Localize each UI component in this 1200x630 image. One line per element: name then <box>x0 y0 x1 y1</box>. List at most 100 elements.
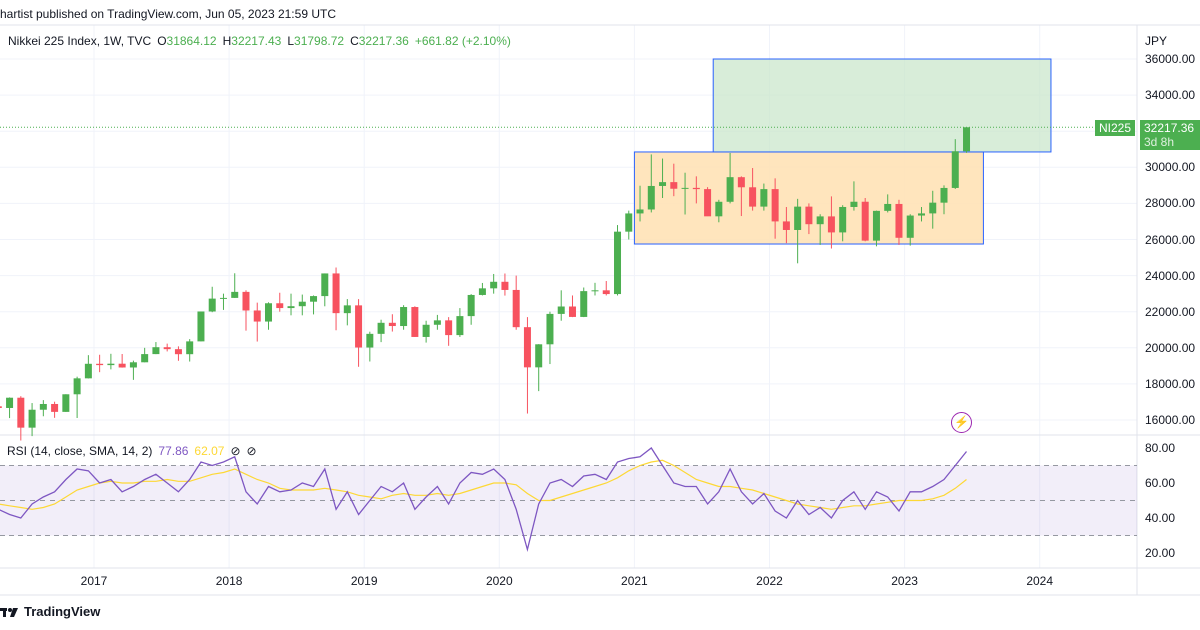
candle-body <box>0 406 2 408</box>
rsi-tick-label: 40.00 <box>1145 511 1176 525</box>
close-label: C <box>350 34 359 48</box>
target-box <box>712 58 1052 153</box>
candle-body <box>726 177 734 202</box>
candle-body <box>310 296 318 302</box>
candle-body <box>917 213 925 216</box>
candle-body <box>219 297 227 299</box>
candle-body <box>568 306 576 317</box>
candle-body <box>141 354 149 363</box>
candle-body <box>456 316 464 336</box>
lightning-icon[interactable]: ⚡ <box>951 412 972 433</box>
eye-off-icon[interactable]: ⊘ <box>246 444 257 458</box>
rsi-sma-value: 62.07 <box>194 444 225 458</box>
candle-body <box>647 185 655 210</box>
candle-body <box>152 347 160 355</box>
candle-body <box>51 403 59 412</box>
candle-body <box>906 215 914 238</box>
candle-body <box>39 403 47 410</box>
symbol-badge: NI225 <box>1095 120 1136 136</box>
candle-body <box>602 290 610 295</box>
candle-body <box>861 201 869 241</box>
candle-body <box>850 201 858 207</box>
price-tick-label: 26000.00 <box>1145 232 1196 247</box>
price-tick-label: 36000.00 <box>1145 52 1196 66</box>
rsi-tick-label: 80.00 <box>1145 441 1176 455</box>
candle-body <box>84 363 92 379</box>
price-tick-label: 28000.00 <box>1145 196 1196 211</box>
candle-body <box>265 303 273 322</box>
candle-body <box>692 187 700 190</box>
price-tick-label: 20000.00 <box>1145 340 1196 355</box>
candle-body <box>208 298 216 312</box>
candle-body <box>670 182 678 189</box>
candle-body <box>276 303 284 309</box>
time-tick-label: 2024 <box>1026 574 1054 588</box>
low-label: L <box>287 34 295 48</box>
candle-body <box>884 203 892 211</box>
brand-name: TradingView <box>24 604 101 619</box>
change-value: +661.82 (+2.10%) <box>414 34 511 48</box>
price-tick-label: 24000.00 <box>1145 268 1196 283</box>
candle-body <box>355 305 363 348</box>
rsi-tick-label: 60.00 <box>1145 476 1176 490</box>
candle-body <box>794 206 802 230</box>
tradingview-logo: TradingView <box>0 604 100 619</box>
candle-body <box>659 182 667 186</box>
candle-body <box>332 273 340 314</box>
open-label: O <box>157 34 167 48</box>
candle-body <box>388 322 396 327</box>
candle-body <box>546 313 554 345</box>
candle-body <box>422 324 430 337</box>
candle-body <box>816 216 824 225</box>
candle-body <box>186 341 194 355</box>
candle-body <box>760 189 768 207</box>
high-label: H <box>222 34 232 48</box>
candle-body <box>895 203 903 238</box>
candle-body <box>827 216 835 233</box>
candle-body <box>749 187 757 207</box>
candle-body <box>478 288 486 295</box>
candle-body <box>96 363 104 366</box>
published-note: hartist published on TradingView.com, Ju… <box>0 7 336 21</box>
candle-body <box>411 307 419 337</box>
price-tick-label: 16000.00 <box>1145 413 1196 427</box>
candle-body <box>490 281 498 289</box>
time-tick-label: 2018 <box>215 574 243 588</box>
candle-body <box>231 291 239 298</box>
tradingview-logo-icon <box>0 607 18 617</box>
close-value: 32217.36 <box>358 34 409 48</box>
candle-body <box>174 349 182 355</box>
time-tick-label: 2020 <box>485 574 513 588</box>
rsi-title[interactable]: RSI (14, close, SMA, 14, 2) <box>7 444 153 458</box>
candle-body <box>433 320 441 325</box>
candle-body <box>501 281 509 290</box>
candle-body <box>107 363 115 366</box>
low-value: 31798.72 <box>294 34 345 48</box>
eye-off-icon[interactable]: ⊘ <box>230 444 241 458</box>
candle-body <box>197 311 205 342</box>
candle-body <box>839 206 847 233</box>
candle-body <box>625 213 633 232</box>
symbol-title[interactable]: Nikkei 225 Index, 1W, TVC <box>8 34 152 48</box>
price-tick-label: 30000.00 <box>1145 160 1196 175</box>
candle-body <box>929 202 937 214</box>
currency-label: JPY <box>1145 34 1168 48</box>
candle-body <box>535 344 543 368</box>
candle-body <box>715 201 723 217</box>
rsi-tick-label: 20.00 <box>1145 546 1176 560</box>
candle-body <box>242 291 250 311</box>
candle-body <box>591 290 599 292</box>
candle-body <box>163 347 171 350</box>
price-tick-label: 34000.00 <box>1145 88 1196 103</box>
ohlc-legend: Nikkei 225 Index, 1W, TVC O31864.12 H322… <box>8 34 511 48</box>
candle-body <box>557 306 565 314</box>
rsi-legend: RSI (14, close, SMA, 14, 2) 77.86 62.07 … <box>7 444 257 458</box>
candle-body <box>400 307 408 327</box>
candle-body <box>737 177 745 188</box>
candle-body <box>6 397 14 408</box>
time-tick-label: 2019 <box>350 574 378 588</box>
price-tick-label: 18000.00 <box>1145 376 1196 391</box>
candle-body <box>129 362 137 368</box>
candle-body <box>321 273 329 297</box>
